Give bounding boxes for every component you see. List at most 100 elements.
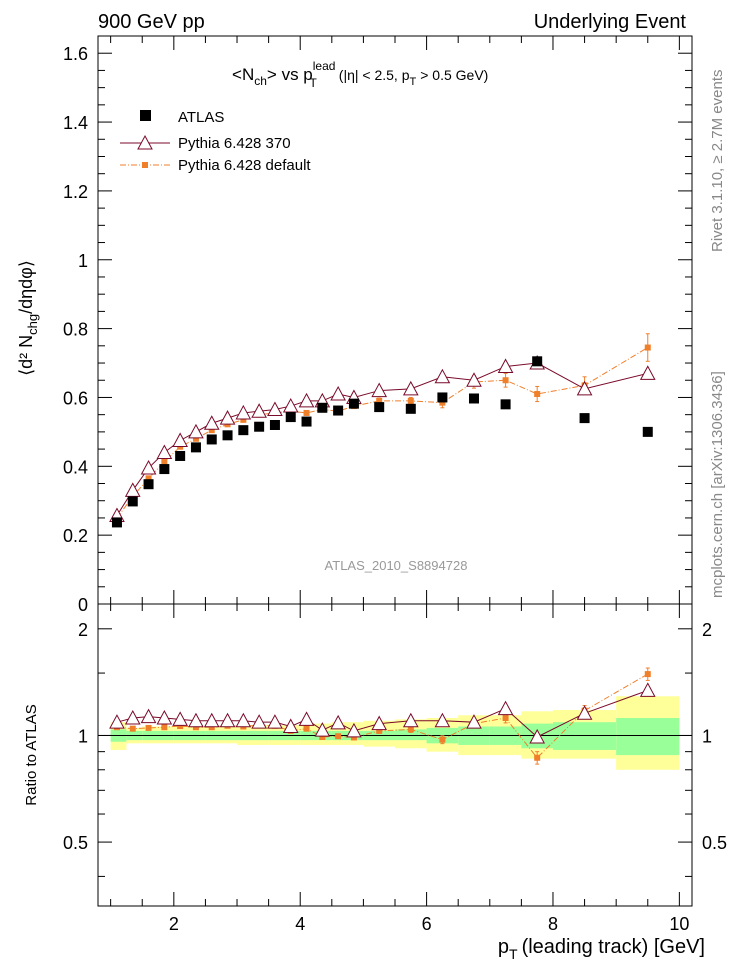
main-axis-ticks: 0 0.2 0.4 0.6 0.8 1 1.2 1.4 1.6 — [63, 36, 692, 615]
y-axis-label-main: ⟨d² Nchg/dηdφ⟩ — [16, 260, 40, 376]
ratio-pythia-default-point — [129, 725, 136, 732]
ratio-pythia-default-point — [145, 724, 152, 731]
ratio-pythia-370-point — [235, 712, 252, 728]
pythia-370-point — [172, 432, 188, 447]
pythia-370-point — [371, 382, 388, 398]
ratio-pythia-370-point — [109, 714, 125, 729]
pythia-default-point — [161, 458, 168, 465]
legend-pythia370-marker — [137, 134, 153, 150]
mcplots-label: mcplots.cern.ch [arXiv:1306.3436] — [709, 371, 726, 598]
ratio-y-tick-label: 2 — [78, 620, 88, 640]
atlas-point — [238, 425, 249, 436]
x-tick-label: 6 — [422, 914, 432, 934]
ratio-pythia-default-point — [335, 733, 342, 740]
atlas-point — [642, 426, 653, 437]
y-tick-label: 0.8 — [63, 320, 88, 340]
ratio-pythia-370-point — [529, 728, 546, 744]
pythia-370-point — [219, 410, 236, 425]
ratio-pythia-default-point — [376, 727, 383, 734]
legend-atlas-label: ATLAS — [178, 109, 224, 126]
pythia-default-point — [439, 399, 446, 406]
atlas-point — [317, 402, 328, 413]
legend: ATLAS Pythia 6.428 370 Pythia 6.428 defa… — [120, 109, 311, 174]
pythia-default-point — [534, 391, 541, 398]
atlas-point — [348, 398, 359, 409]
ratio-pythia-370-point — [140, 708, 157, 724]
legend-pythia370-label: Pythia 6.428 370 — [178, 135, 291, 152]
y-tick-label: 1.6 — [63, 44, 88, 64]
header-right: Underlying Event — [534, 11, 687, 33]
pythia-370-point — [576, 380, 593, 396]
ratio-pythia-370-point — [402, 712, 419, 728]
ratio-pythia-370-point — [188, 712, 204, 728]
ratio-pythia-default-point — [177, 723, 184, 730]
atlas-point — [190, 442, 201, 453]
atlas-point — [254, 421, 265, 432]
pythia-370-point — [235, 404, 252, 420]
pythia-default-point — [208, 427, 215, 434]
atlas-point — [111, 517, 122, 528]
atlas-point — [437, 392, 448, 403]
pythia-370-point — [497, 358, 514, 373]
atlas-point — [159, 464, 170, 475]
band-inner — [616, 718, 680, 756]
ratio-pythia-370-point — [346, 722, 362, 738]
ratio-y-tick-label: 1 — [78, 726, 88, 746]
atlas-point — [285, 412, 296, 423]
ratio-pythia-370-point — [267, 714, 283, 729]
atlas-point — [374, 402, 385, 413]
y-tick-label: 0.4 — [63, 457, 88, 477]
pythia-default-point — [502, 377, 509, 384]
atlas-point — [301, 416, 312, 427]
y-axis-label-ratio: Ratio to ATLAS — [23, 704, 40, 805]
atlas-point — [532, 356, 543, 367]
ratio-pythia-370-point — [251, 714, 267, 729]
pythia-370-point — [466, 372, 482, 387]
ratio-pythia-default-point — [407, 726, 414, 733]
x-tick-label: 10 — [669, 914, 689, 934]
ratio-uncertainty-band — [110, 696, 680, 770]
ratio-pythia-default-point — [319, 733, 326, 740]
atlas-point — [333, 405, 344, 416]
ratio-y-tick-label: 0.5 — [63, 833, 88, 853]
ratio-pythia-default-point — [303, 725, 310, 732]
pythia-370-point — [203, 415, 220, 430]
atlas-point — [468, 393, 479, 404]
y-tick-label: 1.2 — [63, 182, 88, 202]
y-tick-label: 0.6 — [63, 388, 88, 408]
ratio-pythia-default-point — [534, 754, 541, 761]
ratio-pythia-370-point — [330, 714, 346, 730]
atlas-point — [579, 413, 590, 424]
ratio-axis-ticks: 0.5 0.5 1 1 2 2 2 4 6 8 10 — [63, 604, 727, 934]
pythia-default-point — [303, 409, 310, 416]
main-series — [109, 333, 656, 528]
rivet-label: Rivet 3.1.10, ≥ 2.7M events — [709, 70, 726, 253]
pythia-370-point — [330, 385, 346, 401]
y-tick-label: 0.2 — [63, 526, 88, 546]
pythia-370-point — [434, 368, 451, 384]
pythia-370-point — [639, 365, 656, 380]
band-inner — [395, 729, 427, 741]
x-axis-label: pT (leading track) [GeV] — [498, 936, 705, 962]
ratio-pythia-default-point — [644, 671, 651, 678]
pythia-default-point — [145, 475, 152, 482]
header-left: 900 GeV pp — [98, 11, 205, 33]
ratio-pythia-370-point — [466, 714, 482, 729]
ratio-pythia-370-point — [639, 682, 656, 697]
pythia-370-point — [188, 423, 204, 439]
ratio-pythia-default-point — [161, 724, 168, 731]
ratio-pythia-370-point — [497, 700, 514, 716]
y-tick-label: 0 — [78, 595, 88, 615]
atlas-point — [127, 496, 138, 507]
pythia-370-point — [124, 482, 141, 497]
ratio-pythia-370-point — [203, 712, 220, 728]
legend-atlas-marker — [140, 110, 151, 121]
ratio-y-tick-label-right: 1 — [702, 726, 712, 746]
ratio-pythia-370-point — [219, 712, 236, 728]
ratio-y-tick-label-right: 0.5 — [702, 833, 727, 853]
legend-pythiadef-marker — [142, 162, 148, 168]
atlas-point — [206, 434, 217, 445]
ratio-pythia-default-point — [439, 736, 446, 743]
ratio-pythia-370-point — [124, 709, 141, 725]
ratio-pythia-370-point — [298, 711, 315, 726]
